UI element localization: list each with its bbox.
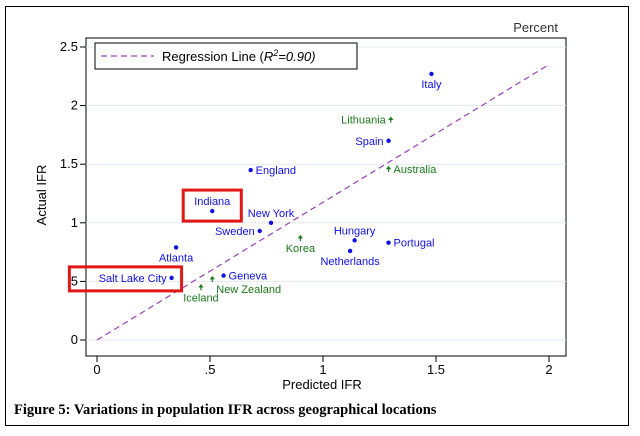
highlight-box-salt-lake-city [67, 265, 184, 293]
point-label-italy: Italy [421, 79, 442, 91]
y-tick-label: 2 [71, 98, 78, 113]
point-netherlands [347, 248, 353, 254]
y-tick-label: 2.5 [60, 39, 78, 54]
legend-label: Regression Line (R2=0.90) [162, 48, 316, 64]
point-label-new-zealand: New Zealand [216, 284, 281, 296]
marker-new-zealand [209, 275, 215, 280]
point-label-indiana: Indiana [194, 196, 231, 208]
point-label-england: England [256, 165, 296, 177]
point-hungary [352, 238, 357, 243]
point-italy [429, 71, 434, 77]
point-new-york [268, 220, 274, 225]
marker-iceland [198, 284, 204, 288]
point-label-new-york: New York [248, 208, 295, 220]
point-atlanta [173, 245, 179, 250]
plot-area [85, 37, 567, 357]
data-points: Italy Lithuania Spain Australia England India… [99, 71, 442, 304]
y-tick-label: 1 [71, 215, 78, 230]
point-label-hungary: Hungary [334, 225, 376, 237]
x-tick-label: 2 [545, 362, 552, 377]
highlight-box-indiana [181, 188, 243, 223]
point-label-korea: Korea [286, 243, 316, 255]
point-label-sweden: Sweden [215, 226, 255, 238]
point-spain [386, 138, 391, 143]
point-label-atlanta: Atlanta [159, 252, 194, 264]
marker-australia [385, 165, 392, 170]
axes: 0 .5 1 1.5 2 2.5 0 .5 1 1.5 2 [60, 39, 553, 377]
legend-box [94, 42, 358, 70]
x-tick-label: 1.5 [427, 362, 445, 377]
point-label-lithuania: Lithuania [341, 115, 387, 127]
y-axis-title: Actual IFR [34, 165, 49, 226]
point-portugal [386, 240, 391, 245]
y-tick-label: 0 [71, 332, 78, 347]
point-label-salt-lake-city: Salt Lake City [99, 273, 167, 285]
point-label-geneva: Geneva [229, 271, 268, 283]
x-tick-label: 0 [93, 362, 100, 377]
figure-caption: Figure 5: Variations in population IFR a… [14, 402, 437, 418]
legend: Regression Line (R2=0.90) [94, 42, 358, 70]
point-indiana [210, 208, 215, 214]
point-sweden [257, 228, 262, 234]
marker-lithuania [388, 116, 394, 120]
y-tick-label: 1.5 [60, 156, 78, 171]
corner-label: Percent [513, 20, 558, 35]
highlight-boxes [67, 188, 243, 293]
marker-korea [297, 234, 303, 239]
point-label-australia: Australia [394, 164, 438, 176]
x-tick-label: .5 [205, 362, 216, 377]
x-tick-label: 1 [319, 362, 326, 377]
point-salt-lake-city [169, 275, 174, 281]
point-label-spain: Spain [355, 136, 383, 148]
point-label-netherlands: Netherlands [320, 256, 380, 268]
figure-frame [5, 6, 629, 426]
regression-line [96, 64, 550, 341]
x-axis-title: Predicted IFR [282, 377, 361, 392]
point-geneva [221, 273, 226, 278]
point-label-portugal: Portugal [394, 238, 435, 250]
y-tick-label: .5 [67, 273, 78, 288]
point-label-iceland: Iceland [183, 292, 218, 304]
point-england [248, 167, 253, 173]
